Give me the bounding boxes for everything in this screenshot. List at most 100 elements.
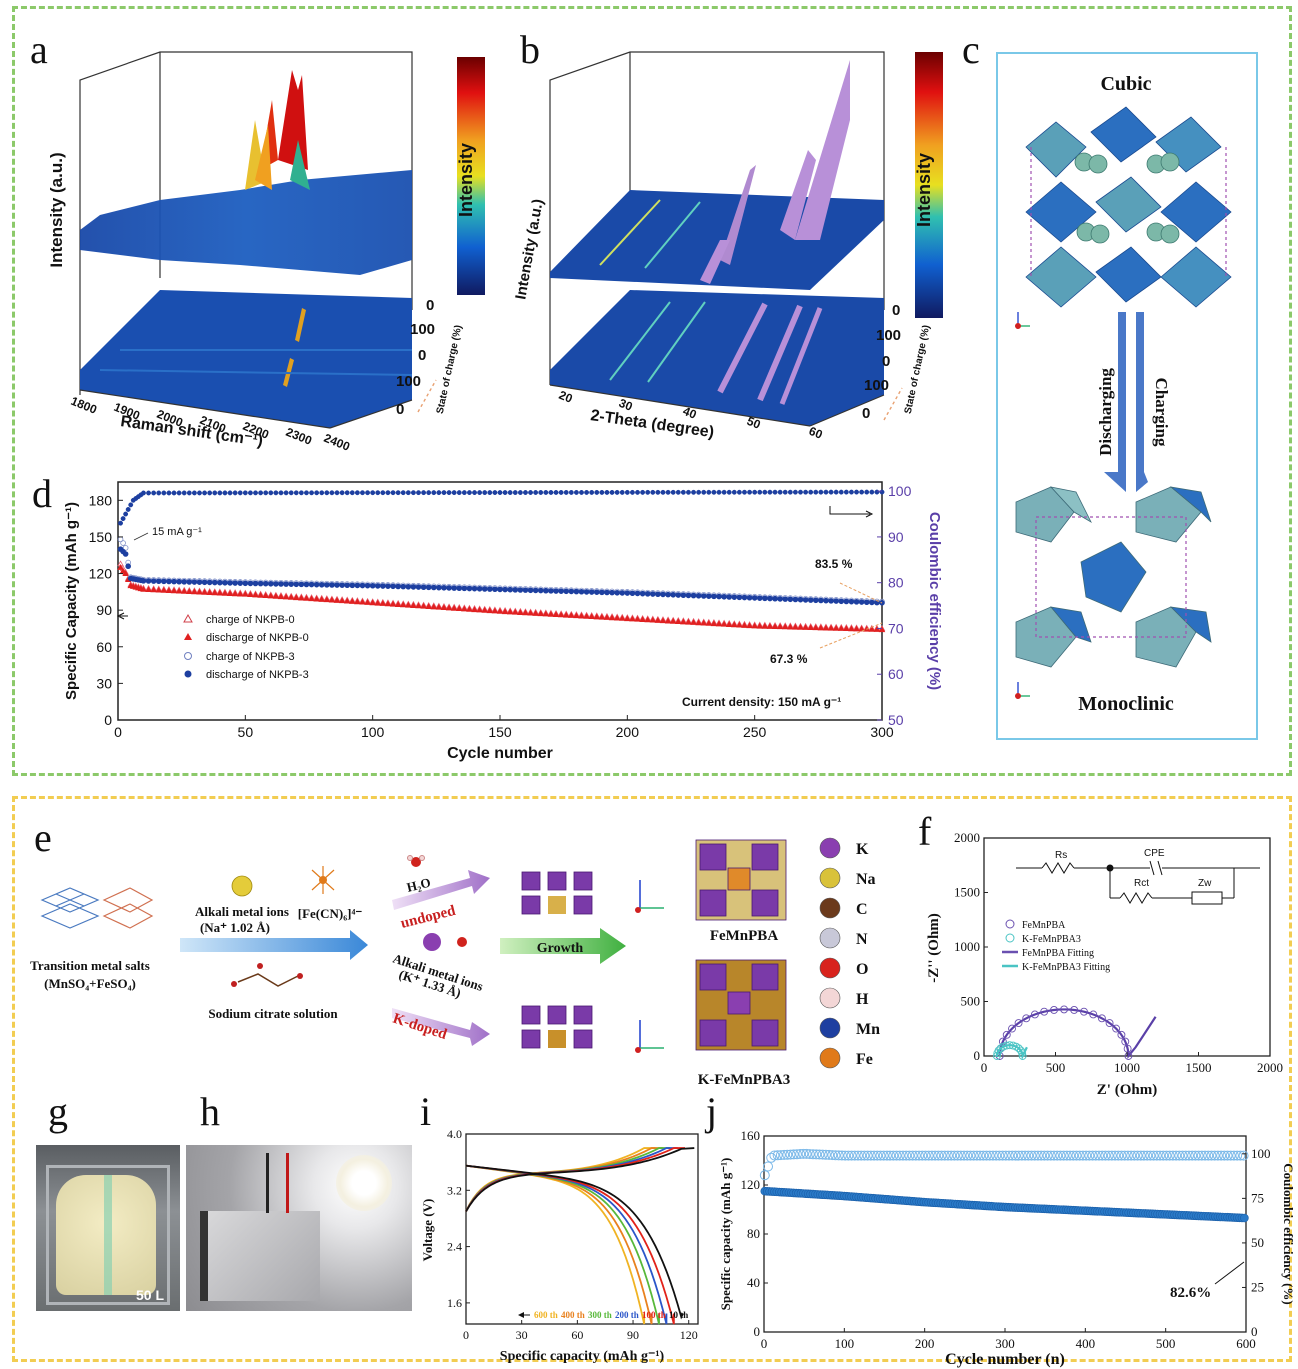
panel-j-ce-point bbox=[1126, 1150, 1137, 1161]
panel-j-ce-point bbox=[1122, 1150, 1133, 1161]
panel-d-point bbox=[613, 614, 621, 621]
panel-j-ce-point bbox=[1225, 1150, 1236, 1161]
panel-d-point bbox=[777, 596, 783, 602]
panel-d-point bbox=[552, 611, 560, 617]
panel-j-ce-point bbox=[1190, 1150, 1201, 1161]
panel-a-ylabel: Intensity (a.u.) bbox=[47, 152, 66, 267]
panel-d-xtick-label: 300 bbox=[870, 724, 894, 740]
panel-f-point-fempba bbox=[1022, 1014, 1031, 1023]
panel-d-ce-point bbox=[614, 489, 620, 495]
panel-i-legend-item: 600 th bbox=[534, 1310, 558, 1320]
panel-d-point bbox=[557, 611, 565, 618]
panel-d-point bbox=[436, 584, 442, 591]
panel-e-kfempba: K-FeMnPBA3 bbox=[698, 1072, 790, 1088]
panel-f-legend-item: FeMnPBA bbox=[1022, 920, 1066, 931]
panel-label-h: h bbox=[200, 1089, 220, 1134]
panel-d-ce-point bbox=[742, 489, 747, 495]
panel-j-ce-point bbox=[1016, 1150, 1027, 1161]
panel-d-ce-point bbox=[319, 490, 325, 496]
panel-d-point bbox=[287, 593, 295, 600]
panel-label-a: a bbox=[30, 27, 48, 72]
legend-marker-charge-nkpb0 bbox=[183, 613, 193, 623]
panel-f-xtick-label: 0 bbox=[981, 1060, 988, 1075]
panel-d-point bbox=[466, 585, 473, 592]
panel-d-point bbox=[741, 622, 748, 628]
panel-d-point bbox=[761, 622, 769, 629]
panel-j-y2tick-label: 50 bbox=[1251, 1235, 1264, 1250]
panel-d-y2tick-label: 60 bbox=[888, 666, 904, 682]
panel-j-ce-point bbox=[1084, 1150, 1095, 1161]
panel-j-ce-point bbox=[1020, 1150, 1031, 1161]
panel-d-ce-point bbox=[472, 490, 477, 496]
panel-j-ce-point bbox=[785, 1149, 796, 1160]
panel-j-ce-point bbox=[888, 1150, 899, 1161]
panel-j-ce-point bbox=[981, 1150, 992, 1161]
panel-d-point bbox=[818, 597, 824, 604]
panel-d-ce-point bbox=[869, 489, 875, 495]
panel-d-ce-point bbox=[487, 490, 493, 496]
panel-j-ce-point bbox=[1013, 1150, 1024, 1161]
panel-j-ce-point bbox=[843, 1150, 854, 1161]
panel-d-point bbox=[201, 579, 208, 586]
panel-d-ce-point bbox=[660, 489, 666, 495]
panel-d-point bbox=[685, 592, 692, 599]
panel-d-point bbox=[349, 598, 356, 604]
panel-i-discharge-curve bbox=[465, 1164, 646, 1325]
panel-d-point bbox=[476, 606, 483, 613]
panel-b-colorbar-label: Intensity bbox=[914, 153, 934, 227]
panel-j-ce-point bbox=[962, 1150, 973, 1161]
panel-d-point bbox=[119, 567, 127, 574]
panel-d-point bbox=[511, 608, 519, 615]
panel-d-ylabel-left: Specific Capacity (mAh g⁻¹) bbox=[63, 502, 80, 700]
panel-d-ce-point bbox=[431, 490, 437, 496]
panel-j-ce-point bbox=[1071, 1150, 1082, 1161]
panel-d-ce-point bbox=[573, 489, 579, 495]
atom-na-icon bbox=[819, 867, 841, 889]
panel-d-point bbox=[537, 587, 544, 594]
panel-d-xtick-label: 200 bbox=[616, 724, 640, 740]
panel-d-point bbox=[441, 584, 447, 591]
panel-d-point bbox=[247, 591, 254, 598]
panel-d-point bbox=[222, 580, 228, 586]
panel-f-point-fempba bbox=[1008, 1024, 1016, 1033]
panel-d-point bbox=[665, 591, 671, 598]
panel-d-ce-point bbox=[446, 490, 452, 496]
panel-f-ylabel: -Z'' (Ohm) bbox=[926, 913, 942, 983]
panel-d-ce-point bbox=[410, 490, 416, 496]
panel-a-xtick: 1800 bbox=[69, 394, 99, 417]
panel-d-point bbox=[211, 579, 218, 586]
panel-d-ce-point bbox=[400, 490, 406, 496]
panel-d-ce-point bbox=[283, 490, 289, 496]
panel-d-point bbox=[268, 580, 274, 587]
panel-j-ylabel-left: Specific capacity (mAh g⁻¹) bbox=[718, 1158, 733, 1311]
panel-j-ce-point bbox=[1023, 1150, 1034, 1161]
panel-d-point bbox=[766, 623, 774, 629]
panel-d-point bbox=[507, 586, 513, 593]
panel-j-ce-point bbox=[1158, 1150, 1169, 1161]
panel-j-ce-point bbox=[997, 1150, 1008, 1161]
panel-d-ce-point bbox=[426, 490, 432, 496]
panel-d-point bbox=[394, 601, 402, 607]
panel-f-ytick-label: 2000 bbox=[954, 830, 980, 845]
panel-j-ce-point bbox=[1155, 1150, 1166, 1161]
panel-d-point bbox=[746, 622, 753, 629]
panel-d-point bbox=[492, 586, 498, 593]
panel-d-point bbox=[466, 605, 473, 612]
panel-d-ce-point bbox=[563, 490, 569, 495]
panel-d-ce-point bbox=[599, 489, 605, 495]
panel-j-ce-point bbox=[923, 1150, 934, 1161]
panel-d-point bbox=[690, 592, 697, 599]
panel-d-point bbox=[298, 581, 305, 588]
panel-d-ce-point bbox=[217, 490, 223, 496]
panel-d-point bbox=[400, 583, 407, 590]
panel-d-point bbox=[369, 599, 376, 606]
panel-d-point bbox=[502, 586, 508, 593]
panel-j-ytick-label: 120 bbox=[741, 1177, 761, 1192]
top-section-frame bbox=[12, 6, 1292, 776]
panel-d-ce-point bbox=[507, 490, 513, 495]
panel-d-point bbox=[527, 609, 534, 616]
panel-d-ce-point bbox=[502, 490, 508, 495]
panel-d-point bbox=[664, 617, 672, 624]
panel-j-ce-point bbox=[804, 1149, 815, 1160]
panel-d-point bbox=[537, 610, 545, 617]
